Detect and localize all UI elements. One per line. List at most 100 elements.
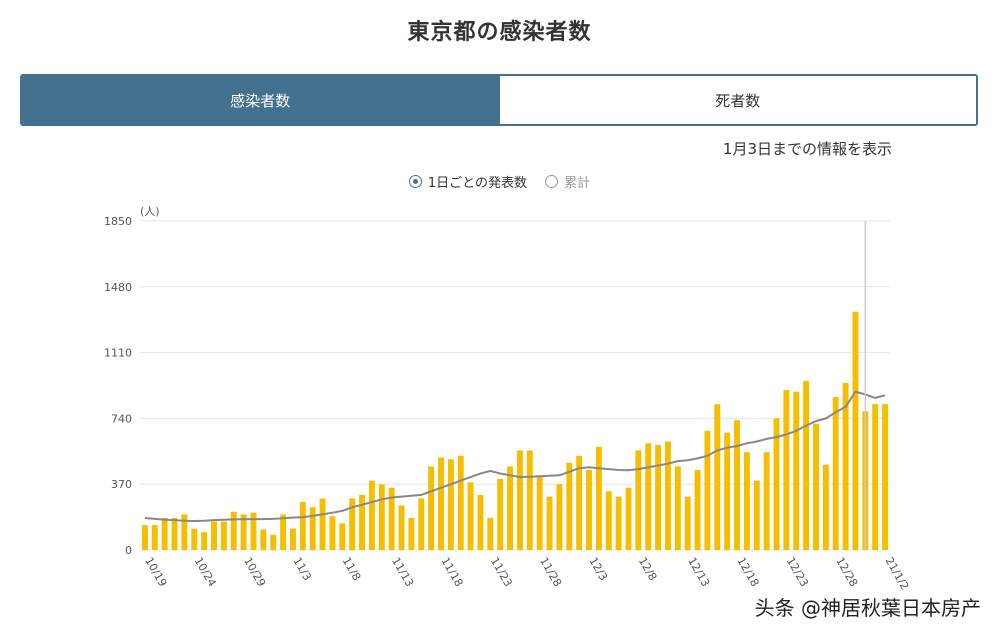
bar [665, 441, 671, 550]
bar [339, 523, 346, 550]
x-tick-label: 12/3 [586, 555, 610, 583]
bar [645, 443, 652, 550]
bar [526, 450, 533, 550]
bar [457, 455, 464, 550]
bar [329, 516, 336, 550]
average-line [144, 390, 886, 523]
radio-cumulative-label: 累計 [564, 176, 591, 191]
bar [655, 445, 662, 550]
bar [793, 391, 800, 550]
x-tick-label: 11/3 [290, 555, 314, 583]
x-tick-label: 21/1/2 [882, 555, 911, 592]
bar [605, 491, 612, 550]
bar [309, 507, 316, 550]
bar [753, 480, 760, 550]
bar [852, 311, 859, 550]
x-tick-label: 11/18 [438, 555, 465, 589]
bar [368, 480, 375, 550]
y-tick-label: 1480 [104, 281, 132, 294]
bar [882, 404, 889, 550]
bar [230, 511, 237, 550]
metric-tabs: 感染者数 死者数 [20, 74, 978, 126]
bar [822, 464, 829, 550]
radio-cumulative[interactable]: 累計 [545, 172, 590, 191]
radio-daily[interactable]: 1日ごとの発表数 [408, 172, 528, 191]
bar [349, 498, 356, 550]
bar [615, 496, 622, 550]
bar [418, 498, 425, 550]
bar [388, 487, 395, 550]
bar [625, 487, 632, 550]
bar [566, 462, 573, 550]
bar [763, 452, 770, 550]
bar [270, 534, 277, 550]
bar [477, 494, 484, 550]
bar [211, 521, 217, 550]
x-tick-label: 11/13 [389, 555, 416, 589]
bar [783, 389, 790, 550]
x-tick-label: 12/8 [636, 555, 660, 583]
bar [290, 528, 296, 550]
x-tick-label: 11/28 [537, 555, 564, 589]
bar [191, 528, 198, 550]
bar [497, 478, 504, 550]
y-tick-label: 0 [125, 544, 132, 557]
y-tick-label: 1110 [104, 347, 132, 360]
radio-selected-icon [408, 175, 422, 188]
bar [299, 501, 306, 550]
bar [813, 423, 819, 550]
bar [319, 498, 326, 550]
page-title: 東京都の感染者数 [407, 20, 592, 45]
bar [743, 452, 750, 550]
bar [260, 529, 267, 550]
info-date-text: 1月3日までの情報を表示 [722, 140, 892, 158]
bar [240, 514, 247, 550]
y-tick-label: 370 [111, 478, 132, 491]
bar [546, 496, 553, 550]
x-tick-label: 10/29 [241, 555, 268, 589]
radio-unselected-icon [545, 175, 559, 188]
bar [842, 382, 849, 550]
x-tick-label: 11/8 [340, 555, 364, 583]
bar [250, 512, 257, 550]
bar [595, 446, 602, 550]
x-tick-label: 11/23 [488, 555, 515, 589]
bar [832, 397, 839, 550]
y-tick-label: 1850 [104, 215, 132, 228]
bar [576, 455, 583, 550]
bar [714, 404, 721, 550]
bar [674, 466, 681, 550]
x-tick-label: 12/18 [734, 555, 761, 589]
bar [635, 450, 642, 550]
x-tick-label: 10/24 [192, 555, 219, 589]
bar [773, 418, 780, 550]
x-tick-label: 12/23 [784, 555, 811, 589]
bar [536, 475, 543, 550]
bar [220, 521, 227, 550]
bar [408, 517, 415, 550]
bar [516, 450, 523, 550]
bar [201, 532, 208, 550]
bar [447, 459, 454, 550]
bar [181, 514, 188, 550]
bar [724, 432, 731, 550]
bar [141, 525, 148, 550]
y-unit-label: (人) [140, 205, 160, 218]
tab-deaths[interactable]: 死者数 [498, 76, 976, 124]
bar [171, 517, 178, 550]
bar [280, 514, 287, 550]
bar [507, 466, 514, 550]
bar [359, 494, 365, 550]
bar [398, 505, 405, 550]
x-tick-label: 10/19 [142, 555, 169, 589]
radio-daily-label: 1日ごとの発表数 [427, 176, 528, 191]
bar [694, 469, 701, 550]
x-tick-label: 12/13 [685, 555, 712, 589]
y-tick-label: 740 [111, 412, 132, 425]
bar [438, 457, 444, 550]
bar [803, 381, 810, 550]
bar [428, 466, 435, 550]
watermark: 头条 @神居秋葉日本房产 [754, 596, 981, 620]
tab-infections[interactable]: 感染者数 [22, 76, 499, 124]
